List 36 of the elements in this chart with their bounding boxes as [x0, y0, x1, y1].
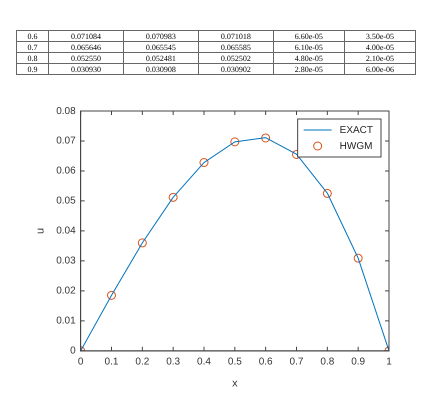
legend-label: HWGM — [340, 140, 372, 152]
text: 0.7 0.065646 0.065545 0.065585 6.10e-05 4.00e-05 — [28, 42, 394, 52]
x-tick-label: 0.7 — [290, 356, 304, 368]
point — [322, 188, 332, 198]
y-tick-label: 0 — [70, 346, 76, 357]
text: 0.9 0.030930 0.030908 0.030902 2.80e-05 6.00e-06 — [28, 64, 394, 74]
point — [261, 133, 270, 142]
point — [138, 238, 147, 248]
point — [200, 158, 208, 168]
y-tick-label: 0.05 — [56, 196, 76, 207]
x-tick-label: 0.4 — [197, 356, 212, 368]
x-tick-label: 0.1 — [104, 356, 119, 368]
text: 0.6 0.071084 0.070983 0.071018 6.60e-05 3.50e-05 — [28, 32, 394, 40]
text: 0.8 0.052550 0.052481 0.052502 4.80e-05 2.10e-05 — [28, 54, 394, 62]
x-tick-label: 1 — [386, 356, 392, 368]
y-tick-label: 0.08 — [56, 106, 76, 117]
x-tick-label: 0.9 — [351, 356, 366, 368]
y-axis-title: u — [34, 228, 47, 234]
x-tick-label: 0.5 — [228, 356, 242, 368]
x-tick-label: 0.3 — [166, 356, 181, 368]
y-tick-label: 0.06 — [56, 166, 76, 177]
y-tick-label: 0.01 — [56, 316, 76, 327]
x-tick-label: 0.8 — [320, 356, 335, 368]
x-tick-label: 0.6 — [258, 356, 274, 368]
x-axis-title: x — [232, 377, 238, 390]
y-tick-label: 0.03 — [56, 256, 76, 267]
x-tick-label: 0.2 — [135, 356, 150, 368]
y-tick-label: 0.04 — [56, 226, 76, 237]
point — [168, 192, 178, 202]
y-tick-label: 0.07 — [56, 136, 76, 147]
legend-label: EXACT — [340, 124, 374, 136]
point — [354, 254, 363, 263]
point — [230, 137, 240, 146]
y-tick-label: 0.02 — [56, 286, 76, 297]
x-tick-label: 0 — [78, 356, 84, 368]
point — [106, 290, 116, 300]
